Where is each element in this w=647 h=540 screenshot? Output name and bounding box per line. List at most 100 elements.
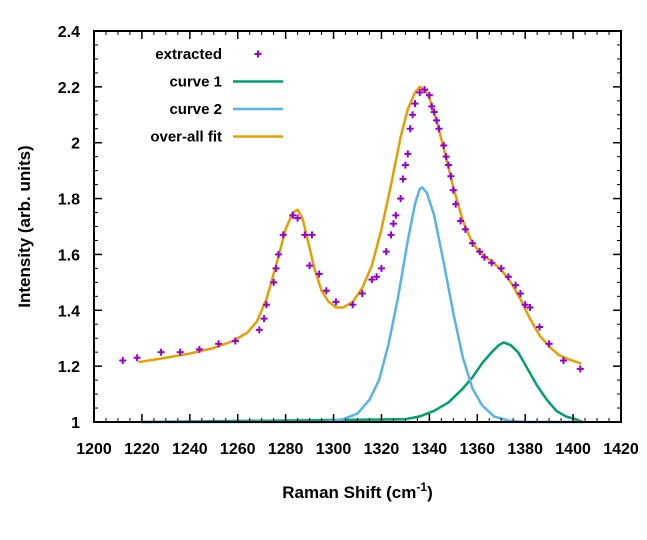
x-tick-label: 1200: [76, 441, 112, 458]
data-point: [411, 100, 419, 108]
data-point: [516, 290, 524, 298]
data-point: [512, 281, 520, 289]
data-point: [301, 231, 309, 239]
data-point: [215, 340, 223, 348]
data-point: [447, 172, 455, 180]
legend-entry-curve-1: curve 1: [169, 74, 283, 91]
data-point: [349, 301, 357, 309]
data-point: [308, 231, 316, 239]
data-point: [433, 116, 441, 124]
series-line-curve-1: [140, 341, 584, 424]
data-point: [409, 111, 417, 119]
data-point: [332, 298, 340, 306]
legend-label: over-all fit: [150, 129, 222, 146]
legend-marker: [254, 50, 262, 58]
legend-label: extracted: [155, 46, 222, 63]
data-point: [435, 125, 443, 133]
x-tick-label: 1400: [555, 441, 591, 458]
y-tick-label: 1.8: [58, 192, 80, 209]
y-tick-label: 1.4: [58, 303, 80, 320]
data-point: [425, 91, 433, 99]
x-tick-label: 1260: [220, 441, 256, 458]
series-line-curve-2: [140, 186, 584, 424]
data-point: [272, 264, 280, 272]
data-point: [430, 108, 438, 116]
data-point: [504, 273, 512, 281]
ticks-layer: [93, 30, 622, 423]
data-point: [315, 270, 323, 278]
data-point: [306, 262, 314, 270]
data-point: [392, 211, 400, 219]
data-point: [428, 102, 436, 110]
data-point: [442, 153, 450, 161]
legend-entry-over-all-fit: over-all fit: [150, 129, 283, 146]
y-tick-label: 1.6: [58, 247, 80, 264]
data-point: [545, 340, 553, 348]
data-point: [457, 217, 465, 225]
data-point: [399, 175, 407, 183]
data-point: [406, 125, 414, 133]
data-point: [449, 186, 457, 194]
data-point: [157, 348, 165, 356]
data-point: [480, 253, 488, 261]
data-point: [476, 248, 484, 256]
y-tick-label: 2.2: [58, 80, 80, 97]
data-point: [576, 365, 584, 373]
data-point: [119, 357, 127, 365]
data-point: [260, 315, 268, 323]
data-point: [536, 323, 544, 331]
legend-label: curve 2: [169, 101, 222, 118]
series-points-extracted: [119, 86, 584, 373]
x-tick-label: 1320: [364, 441, 400, 458]
data-point: [461, 225, 469, 233]
data-point: [262, 301, 270, 309]
data-point: [452, 200, 460, 208]
data-point: [373, 273, 381, 281]
x-tick-label: 1240: [172, 441, 208, 458]
data-point: [231, 337, 239, 345]
x-tick-label: 1280: [268, 441, 304, 458]
data-point: [397, 195, 405, 203]
data-point: [133, 354, 141, 362]
y-tick-label: 2: [71, 136, 80, 153]
data-point: [404, 150, 412, 158]
x-tick-label: 1420: [603, 441, 639, 458]
data-point: [401, 161, 409, 169]
legend-entry-extracted: extracted: [155, 46, 262, 63]
x-axis-title-suffix: ): [427, 483, 433, 502]
data-point: [445, 161, 453, 169]
data-point: [416, 88, 424, 96]
tick-labels-layer: 1200 1220 1240 1260 1280 1300 1320 1340 1360 1380…: [58, 24, 639, 458]
data-point: [440, 142, 448, 150]
data-point: [526, 303, 534, 311]
data-point: [289, 211, 297, 219]
y-tick-label: 1.2: [58, 359, 80, 376]
y-tick-label: 1: [71, 415, 80, 432]
y-tick-label: 2.4: [58, 24, 80, 41]
y-axis-title: Intensity (arb. units): [15, 145, 34, 307]
data-point: [387, 231, 395, 239]
x-tick-label: 1300: [316, 441, 352, 458]
x-tick-label: 1360: [459, 441, 495, 458]
legend-label: curve 1: [169, 74, 222, 91]
data-point: [368, 276, 376, 284]
data-point: [358, 290, 366, 298]
legend: extracted curve 1 curve 2 over-all fit: [150, 46, 283, 146]
data-point: [389, 220, 397, 228]
data-point: [377, 264, 385, 272]
data-point: [322, 287, 330, 295]
legend-entry-curve-2: curve 2: [169, 101, 283, 118]
x-axis-title-superscript: -1: [416, 480, 427, 494]
data-point: [421, 86, 429, 94]
data-point: [468, 239, 476, 247]
data-point: [255, 326, 263, 334]
plot-area: [119, 85, 584, 424]
data-point: [488, 259, 496, 267]
data-point: [521, 301, 529, 309]
data-point: [382, 248, 390, 256]
series-layer: [119, 85, 584, 424]
data-point: [274, 250, 282, 258]
data-point: [176, 348, 184, 356]
x-axis-title-main: Raman Shift (cm: [282, 483, 416, 502]
